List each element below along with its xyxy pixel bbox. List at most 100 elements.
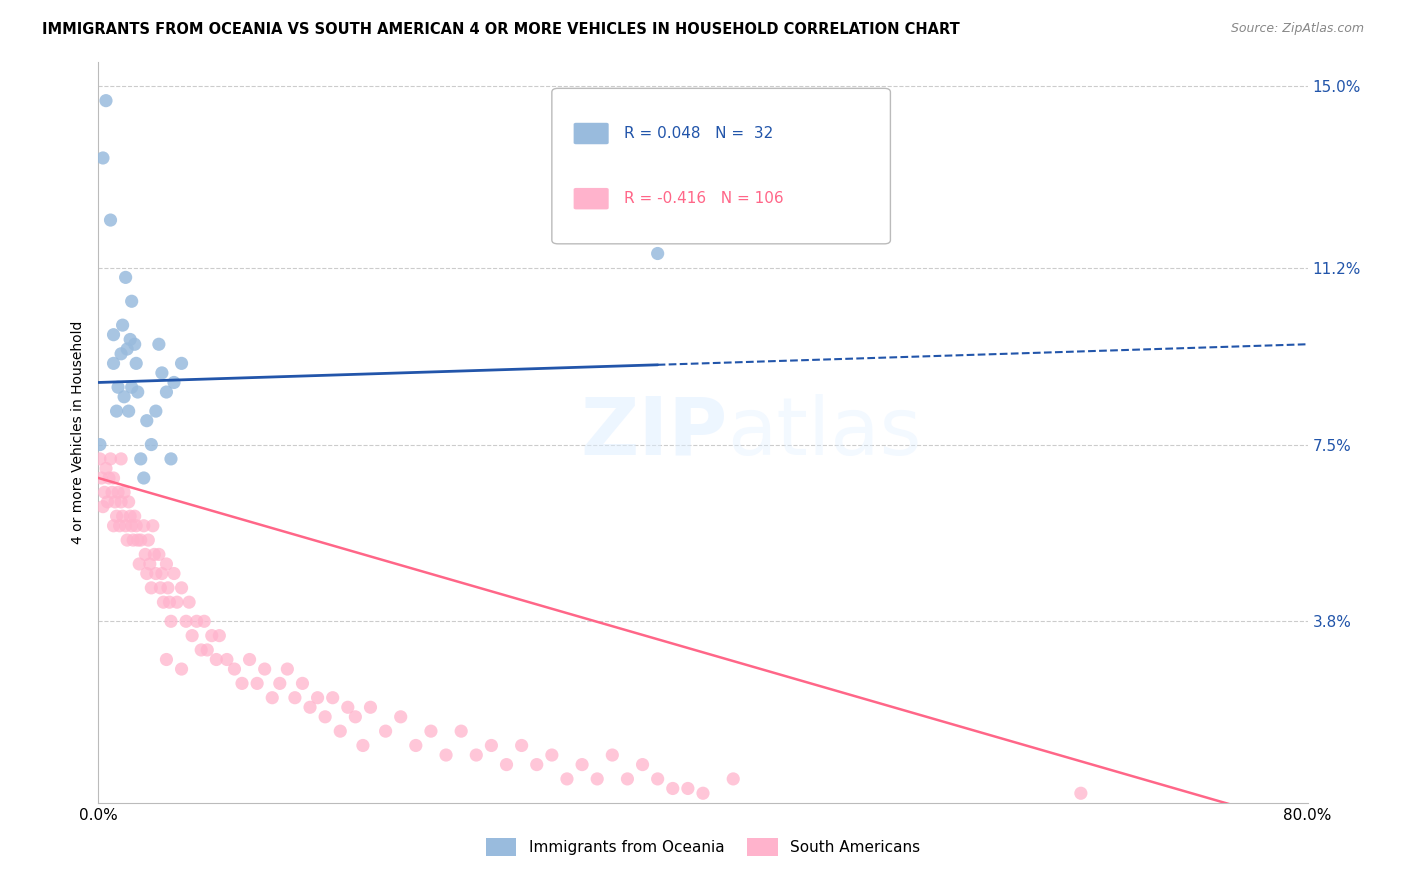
Point (110, 495, 132, 509)
Point (314, 710, 336, 724)
Point (114, 270, 136, 285)
FancyBboxPatch shape (574, 188, 609, 210)
Point (224, 662, 246, 676)
Point (269, 676, 291, 690)
Point (631, 757, 654, 772)
Point (142, 518, 165, 533)
Point (555, 772, 578, 786)
Point (352, 739, 374, 753)
Point (389, 710, 412, 724)
Point (103, 356, 125, 370)
Point (661, 781, 683, 796)
Point (139, 557, 162, 571)
Point (132, 518, 155, 533)
Point (405, 739, 427, 753)
Point (94, 94, 117, 108)
Point (104, 495, 127, 509)
Point (1070, 786, 1092, 800)
Point (571, 757, 593, 772)
Legend: Immigrants from Oceania, South Americans: Immigrants from Oceania, South Americans (479, 832, 927, 862)
Text: Source: ZipAtlas.com: Source: ZipAtlas.com (1230, 22, 1364, 36)
Point (160, 615, 183, 629)
Point (120, 509, 142, 524)
Point (135, 414, 157, 428)
Point (253, 662, 276, 676)
Point (166, 595, 188, 609)
Point (150, 366, 173, 380)
Point (124, 509, 146, 524)
Point (125, 518, 148, 533)
Point (135, 566, 157, 581)
Point (239, 652, 262, 666)
Point (125, 356, 148, 370)
Text: atlas: atlas (727, 393, 921, 472)
Point (118, 404, 141, 418)
Point (128, 557, 150, 571)
Point (155, 652, 177, 666)
Point (616, 772, 638, 786)
Point (127, 384, 149, 399)
Point (190, 643, 212, 657)
Point (160, 451, 183, 466)
Point (155, 384, 177, 399)
Point (291, 676, 314, 690)
Point (163, 376, 186, 390)
Point (215, 652, 238, 666)
Point (112, 390, 135, 404)
Point (103, 471, 125, 485)
Point (152, 595, 174, 609)
Point (201, 629, 224, 643)
Point (110, 347, 132, 361)
Point (100, 451, 122, 466)
Point (149, 581, 172, 595)
Point (100, 213, 122, 227)
Point (107, 380, 129, 394)
Point (231, 676, 253, 690)
Point (145, 566, 167, 581)
Point (208, 629, 231, 643)
Point (540, 747, 562, 762)
FancyBboxPatch shape (574, 123, 609, 145)
Point (114, 518, 136, 533)
Point (181, 629, 204, 643)
Point (141, 581, 163, 595)
Point (103, 518, 125, 533)
Y-axis label: 4 or more Vehicles in Household: 4 or more Vehicles in Household (70, 321, 84, 544)
Point (112, 485, 135, 500)
Point (170, 662, 193, 676)
Point (246, 676, 269, 690)
Point (284, 690, 307, 705)
Point (148, 548, 170, 562)
Point (155, 557, 177, 571)
Point (110, 451, 132, 466)
Point (121, 380, 143, 394)
Point (93, 485, 115, 500)
Point (105, 404, 128, 418)
Point (586, 772, 609, 786)
Point (96, 495, 118, 509)
Point (148, 337, 170, 351)
Point (108, 518, 131, 533)
Point (115, 342, 138, 356)
Point (193, 615, 215, 629)
Point (120, 333, 142, 347)
Point (134, 548, 156, 562)
Point (91, 151, 114, 165)
Point (465, 747, 488, 762)
Point (329, 724, 352, 739)
Point (322, 690, 344, 705)
Point (105, 509, 128, 524)
Point (163, 566, 186, 581)
Point (602, 747, 624, 762)
Point (129, 533, 152, 547)
Point (205, 652, 228, 666)
Point (136, 533, 159, 547)
Point (121, 294, 143, 309)
Point (195, 643, 218, 657)
Point (647, 246, 669, 260)
Point (141, 437, 163, 451)
Point (692, 786, 714, 800)
Point (676, 781, 699, 796)
Point (121, 518, 143, 533)
Point (159, 595, 181, 609)
